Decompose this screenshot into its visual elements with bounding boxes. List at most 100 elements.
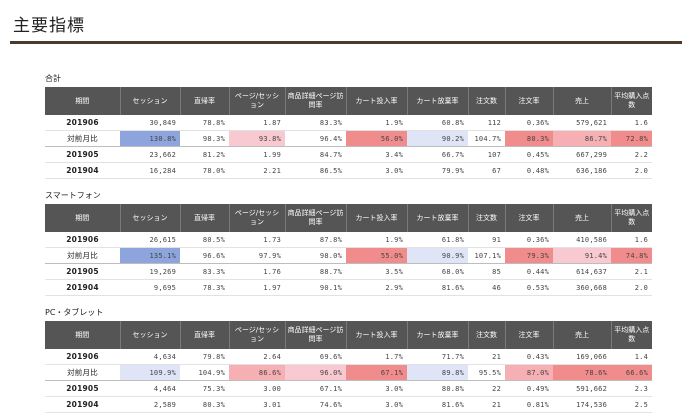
column-header: カート投入率 [346,204,408,232]
value-cell: 61.8% [407,232,468,248]
metrics-table: 期間 セッション 直帰率 ページ/セッション 商品詳細ページ訪問率 カート投入率 カート放棄… [45,87,652,179]
value-cell: 80.3% [505,130,553,147]
value-cell: 2.3 [611,380,652,397]
value-cell: 79.9% [407,162,468,179]
section-pc-tablet: PC・タブレット 期間 セッション 直帰率 ページ/セッション 商品詳細ページ訪問率 カー… [45,308,652,413]
column-header: 直帰率 [180,87,230,115]
column-header: 売上 [553,204,612,232]
metrics-table: 期間 セッション 直帰率 ページ/セッション 商品詳細ページ訪問率 カート投入率 カート放棄… [45,204,652,296]
value-cell: 86.6% [229,364,285,381]
value-cell: 66.6% [611,364,652,381]
value-cell: 22 [468,380,505,397]
value-cell: 89.8% [407,364,468,381]
value-cell: 1.7% [346,349,407,365]
value-cell: 3.4% [346,146,407,163]
period-cell: 201906 [45,232,120,248]
value-cell: 1.99 [229,146,285,163]
value-cell: 69.6% [285,349,346,365]
period-cell: 対前月比 [45,364,120,381]
column-header: 注文数 [468,321,506,349]
period-cell: 対前月比 [45,247,120,264]
table-row: 201904 2,589 80.3% 3.01 74.6% 3.0% 81.6% 21 0.81… [45,396,652,413]
value-cell: 67.1% [346,364,407,381]
section-label: PC・タブレット [45,308,104,317]
value-cell: 46 [468,279,505,296]
section-total: 合計 期間 セッション 直帰率 ページ/セッション 商品詳細ページ訪問率 カート投入率 カー… [45,74,652,179]
value-cell: 98.0% [285,247,346,264]
value-cell: 78.3% [180,279,229,296]
column-header: 期間 [45,204,121,232]
value-cell: 107 [468,146,505,163]
table-row: 201905 19,269 83.3% 1.76 88.7% 3.5% 68.0% 85 0.4… [45,263,652,280]
value-cell: 3.0% [346,380,407,397]
value-cell: 81.6% [407,279,468,296]
value-cell: 591,662 [553,380,611,397]
value-cell: 84.7% [285,146,346,163]
value-cell: 81.2% [180,146,229,163]
value-cell: 174,536 [553,396,611,413]
value-cell: 0.81% [505,396,553,413]
value-cell: 636,186 [553,162,611,179]
column-header: 売上 [553,87,612,115]
value-cell: 1.76 [229,263,285,280]
value-cell: 80.5% [180,232,229,248]
value-cell: 95.5% [468,364,505,381]
value-cell: 614,637 [553,263,611,280]
value-cell: 80.8% [407,380,468,397]
value-cell: 80.3% [180,396,229,413]
table-row: 201904 9,695 78.3% 1.97 90.1% 2.9% 81.6% 46 0.53… [45,279,652,296]
column-header: セッション [120,204,181,232]
value-cell: 83.3% [285,115,346,131]
column-header: ページ/セッション [229,204,286,232]
value-cell: 83.3% [180,263,229,280]
column-header: 直帰率 [180,204,230,232]
column-header: 平均購入点数 [611,87,652,115]
column-header: 売上 [553,321,612,349]
value-cell: 1.6 [611,232,652,248]
value-cell: 96.0% [285,364,346,381]
value-cell: 30,849 [120,115,180,131]
period-cell: 201906 [45,349,120,365]
value-cell: 67 [468,162,505,179]
value-cell: 72.8% [611,130,652,147]
column-header: 商品詳細ページ訪問率 [285,204,347,232]
value-cell: 19,269 [120,263,180,280]
value-cell: 4,464 [120,380,180,397]
value-cell: 1.6 [611,115,652,131]
value-cell: 21 [468,396,505,413]
value-cell: 2.0 [611,162,652,179]
value-cell: 0.53% [505,279,553,296]
column-header: 期間 [45,321,121,349]
value-cell: 81.6% [407,396,468,413]
value-cell: 3.00 [229,380,285,397]
value-cell: 410,586 [553,232,611,248]
value-cell: 109.9% [120,364,180,381]
value-cell: 97.9% [229,247,285,264]
value-cell: 55.0% [346,247,407,264]
value-cell: 26,615 [120,232,180,248]
column-header: 注文数 [468,204,506,232]
table-row: 対前月比 135.1% 96.6% 97.9% 98.0% 55.0% 90.9% 107.1… [45,247,652,264]
value-cell: 104.9% [180,364,229,381]
value-cell: 74.6% [285,396,346,413]
table-row: 201906 4,634 79.8% 2.64 69.6% 1.7% 71.7% 21 0.43… [45,349,652,365]
column-header: カート放棄率 [407,321,469,349]
value-cell: 3.5% [346,263,407,280]
value-cell: 78.6% [553,364,611,381]
value-cell: 78.8% [180,115,229,131]
value-cell: 75.3% [180,380,229,397]
table-row: 対前月比 109.9% 104.9% 86.6% 96.0% 67.1% 89.8% 95.5… [45,364,652,381]
value-cell: 0.48% [505,162,553,179]
value-cell: 79.8% [180,349,229,365]
value-cell: 2.64 [229,349,285,365]
value-cell: 23,662 [120,146,180,163]
value-cell: 2.2 [611,146,652,163]
period-cell: 201905 [45,146,120,163]
value-cell: 579,621 [553,115,611,131]
value-cell: 2.5 [611,396,652,413]
value-cell: 93.8% [229,130,285,147]
period-cell: 201905 [45,263,120,280]
column-header: 注文数 [468,87,506,115]
column-header: 注文率 [505,321,554,349]
value-cell: 1.4 [611,349,652,365]
